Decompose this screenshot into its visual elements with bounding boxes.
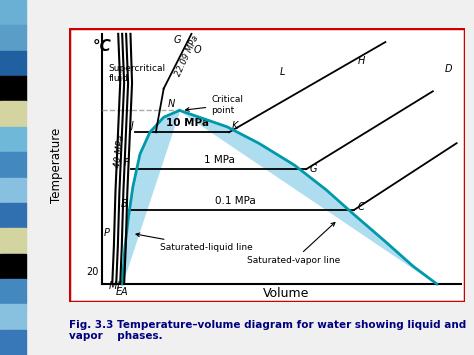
Text: I: I (117, 281, 119, 291)
Text: 1 MPa: 1 MPa (204, 155, 235, 165)
Text: Volume: Volume (263, 288, 310, 300)
Text: 10 MPa: 10 MPa (166, 118, 209, 128)
Text: B: B (120, 199, 128, 209)
Text: 0.1 MPa: 0.1 MPa (215, 196, 255, 206)
Text: 20: 20 (86, 267, 99, 277)
Text: P: P (103, 228, 109, 239)
Text: M: M (109, 281, 117, 291)
Text: K: K (232, 121, 238, 131)
Text: Critical
point: Critical point (185, 95, 243, 115)
Text: Supercritical
fluid: Supercritical fluid (108, 64, 165, 83)
Text: Fig. 3.3 Temperature–volume diagram for water showing liquid and
vapor    phases: Fig. 3.3 Temperature–volume diagram for … (69, 320, 466, 341)
Text: D: D (445, 64, 453, 75)
Text: 22.09 MPa: 22.09 MPa (173, 34, 201, 78)
Text: J: J (130, 121, 133, 131)
Text: A: A (120, 287, 127, 297)
Text: C: C (358, 202, 365, 212)
Text: Temperature: Temperature (50, 127, 64, 203)
Text: F: F (124, 158, 129, 168)
Text: H: H (358, 56, 365, 66)
Text: °C: °C (92, 39, 111, 54)
Text: E: E (116, 287, 122, 297)
Text: L: L (280, 67, 285, 77)
Text: Saturated-vapor line: Saturated-vapor line (247, 223, 340, 265)
Polygon shape (122, 110, 437, 284)
Text: G: G (174, 35, 182, 45)
Text: G: G (310, 164, 317, 174)
Text: 40 MPa: 40 MPa (113, 135, 126, 168)
Text: Saturated-liquid line: Saturated-liquid line (136, 233, 253, 252)
Text: N: N (167, 99, 175, 109)
Text: O: O (193, 45, 201, 55)
